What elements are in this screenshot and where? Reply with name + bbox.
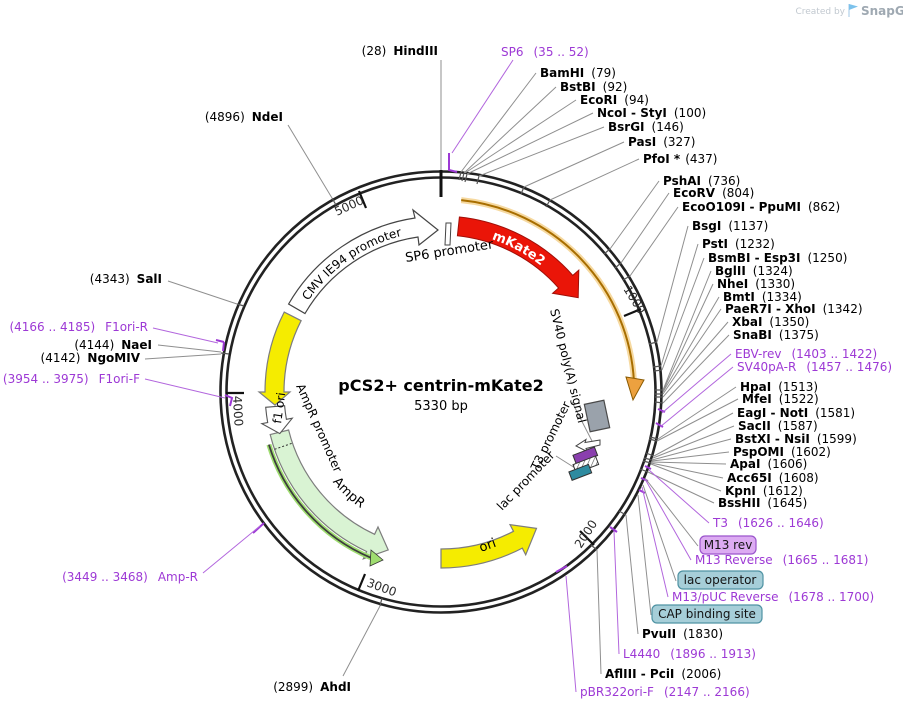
site-label-sali[interactable]: (4343) SalI xyxy=(90,272,162,286)
cap-binding-site-label-box[interactable] xyxy=(651,604,763,624)
orf-arc[interactable] xyxy=(461,199,635,383)
site-label-bsrgi[interactable]: BsrGI (146) xyxy=(608,120,684,134)
tick-label-2000: 2000 xyxy=(572,517,600,550)
site-label-bstbi[interactable]: BstBI (92) xyxy=(560,80,627,94)
watermark-prefix: Created by xyxy=(795,7,845,17)
site-label-ahdi[interactable]: (2899) AhdI xyxy=(273,680,351,694)
site-label-apai[interactable]: ApaI (1606) xyxy=(730,457,807,471)
watermark: Created by SnapGene xyxy=(795,4,903,18)
site-label-bamhi[interactable]: BamHI (79) xyxy=(540,66,616,80)
site-label-kpni[interactable]: KpnI (1612) xyxy=(725,484,803,498)
tick-label-1000: 1000 xyxy=(620,283,648,316)
primer-label-amp-r[interactable]: (3449 .. 3468) Amp-R xyxy=(62,570,198,584)
features xyxy=(257,197,645,569)
primer-site-marks xyxy=(215,153,666,573)
primer-label-sv40pa-r[interactable]: SV40pA-R (1457 .. 1476) xyxy=(737,360,892,374)
sp6-promoter-arrow[interactable] xyxy=(444,222,452,246)
cap-binding-site-box[interactable] xyxy=(568,463,593,481)
ori-label[interactable]: ori xyxy=(477,536,498,556)
site-label-pfoi[interactable]: PfoI * (437) xyxy=(643,152,717,166)
site-label-pasi[interactable]: PasI (327) xyxy=(628,135,695,149)
primer-label-ebv-rev[interactable]: EBV-rev (1403 .. 1422) xyxy=(735,347,877,361)
primer-label-pbr322ori-f[interactable]: pBR322ori-F (2147 .. 2166) xyxy=(580,685,750,699)
f1-ori-arrow[interactable] xyxy=(257,311,302,406)
lac-operator-label[interactable]: lac operator xyxy=(684,573,757,587)
site-label-ndei[interactable]: (4896) NdeI xyxy=(205,110,283,124)
primer-label-t3[interactable]: T3 (1626 .. 1646) xyxy=(712,516,824,530)
primer-label-l4440[interactable]: L4440 (1896 .. 1913) xyxy=(623,647,756,661)
primer-label-m13-puc-reverse[interactable]: M13/pUC Reverse (1678 .. 1700) xyxy=(672,590,874,604)
f1-ori-label[interactable]: f1 ori xyxy=(270,391,288,424)
site-label-snabi[interactable]: SnaBI (1375) xyxy=(733,328,819,342)
site-label-psti[interactable]: PstI (1232) xyxy=(702,237,775,251)
m13-rev-label[interactable]: M13 rev xyxy=(704,538,753,552)
ampr-promoter-arrow[interactable] xyxy=(260,405,294,435)
enzyme-labels: (28) HindIII BamHI (79) BstBI (92) EcoRI (94… xyxy=(41,44,863,694)
ampr-arrow[interactable] xyxy=(269,429,390,560)
site-label-hindiii[interactable]: (28) HindIII xyxy=(362,44,438,58)
site-label-ngomiv[interactable]: (4142) NgoMIV xyxy=(41,351,141,365)
ampr-promoter-label[interactable]: AmpR promoter xyxy=(293,382,345,475)
site-label-paer7i-xhoi[interactable]: PaeR7I - XhoI (1342) xyxy=(725,302,863,316)
primer-label-f1ori-r[interactable]: (4166 .. 4185) F1ori-R xyxy=(9,320,148,334)
orf-arc-arrowhead xyxy=(625,376,645,402)
site-label-bmti[interactable]: BmtI (1334) xyxy=(723,290,802,304)
site-label-mfei[interactable]: MfeI (1522) xyxy=(742,392,819,406)
site-label-xbai[interactable]: XbaI (1350) xyxy=(732,315,809,329)
site-label-eagi-noti[interactable]: EagI - NotI (1581) xyxy=(737,406,855,420)
site-label-bsmbi-esp3i[interactable]: BsmBI - Esp3I (1250) xyxy=(708,251,847,265)
plasmid-title[interactable]: pCS2+ centrin-mKate2 xyxy=(338,376,543,395)
site-label-hpai[interactable]: HpaI (1513) xyxy=(740,380,818,394)
site-label-ecorv[interactable]: EcoRV (804) xyxy=(673,186,754,200)
primer-label-f1ori-f[interactable]: (3954 .. 3975) F1ori-F xyxy=(3,372,140,386)
tick-label-4000: 4000 xyxy=(230,395,246,426)
sv40-polya-box[interactable] xyxy=(583,399,611,433)
site-label-bglii[interactable]: BglII (1324) xyxy=(715,264,793,278)
site-label-acc65i[interactable]: Acc65I (1608) xyxy=(727,471,819,485)
site-label-naei[interactable]: (4144) NaeI xyxy=(74,338,152,352)
site-label-ncoi-styi[interactable]: NcoI - StyI (100) xyxy=(597,106,706,120)
lac-promoter-label[interactable]: lac promoter xyxy=(494,448,557,513)
t3-promoter-arrow[interactable] xyxy=(574,438,601,453)
snapgene-flag-icon xyxy=(849,4,858,10)
site-label-ecori[interactable]: EcoRI (94) xyxy=(580,93,649,107)
cap-binding-site-label[interactable]: CAP binding site xyxy=(658,607,756,621)
watermark-brand: SnapGene xyxy=(861,4,903,18)
primer-label-m13-reverse[interactable]: M13 Reverse (1665 .. 1681) xyxy=(695,553,868,567)
ampr-translation-arrowhead xyxy=(369,549,384,567)
site-label-nhei[interactable]: NheI (1330) xyxy=(717,277,795,291)
m13-rev-label-box[interactable] xyxy=(699,535,757,555)
ori-arrow[interactable] xyxy=(440,523,538,569)
primer-label-sp6[interactable]: SP6 (35 .. 52) xyxy=(501,45,589,59)
leader-lines-purple xyxy=(144,59,734,693)
site-tick-marks xyxy=(220,171,664,607)
cmv-ie94-promoter-arrow[interactable] xyxy=(287,208,439,315)
ampr-label[interactable]: AmpR xyxy=(329,475,367,512)
site-label-pshai[interactable]: PshAI (736) xyxy=(663,174,740,188)
site-label-pspomi[interactable]: PspOMI (1602) xyxy=(733,445,831,459)
kb-tick-marks xyxy=(226,190,642,592)
site-label-sacii[interactable]: SacII (1587) xyxy=(738,419,818,433)
plasmid-size: 5330 bp xyxy=(414,399,468,414)
site-label-bsgi[interactable]: BsgI (1137) xyxy=(692,219,768,233)
site-label-bsshii[interactable]: BssHII (1645) xyxy=(718,496,807,510)
ampr-boundary-dash xyxy=(274,442,293,450)
site-label-bstxi-nsii[interactable]: BstXI - NsiI (1599) xyxy=(735,432,857,446)
site-label-pvuii[interactable]: PvuII (1830) xyxy=(642,627,723,641)
boxed-labels: M13 rev lac operator CAP binding site xyxy=(651,535,764,624)
svg-text:AmpR: AmpR xyxy=(329,475,367,512)
mkate2-arrow[interactable] xyxy=(456,216,580,299)
ampr-translation-arc xyxy=(268,444,372,559)
site-pos: (28) xyxy=(362,44,387,58)
leader-lines-gray xyxy=(144,60,739,677)
site-name: HindIII xyxy=(393,44,438,58)
site-label-ecoo109i-ppumi[interactable]: EcoO109I - PpuMI (862) xyxy=(682,200,840,214)
primer-labels: SP6 (35 .. 52) EBV-rev (1403 .. 1422) SV40… xyxy=(3,45,892,699)
site-label-aflIII-pcii[interactable]: AflIII - PciI (2006) xyxy=(605,667,721,681)
lac-operator-label-box[interactable] xyxy=(677,570,764,590)
